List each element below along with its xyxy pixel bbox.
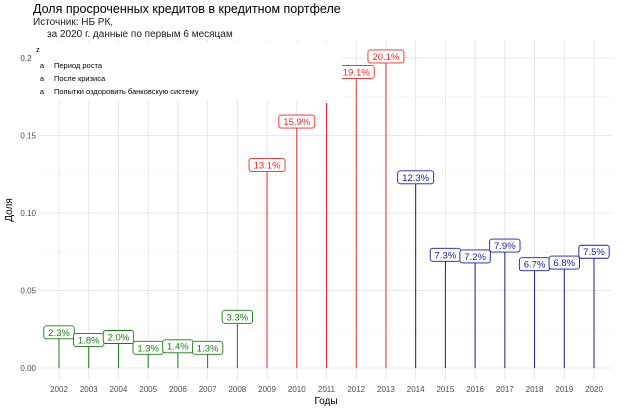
x-tick-label: 2012: [347, 385, 365, 394]
x-tick-label: 2019: [555, 385, 573, 394]
data-label-box: [278, 114, 316, 129]
data-label: 1.8%: [78, 336, 100, 347]
x-tick-label: 2017: [496, 385, 514, 394]
y-tick-label: 0.15: [20, 132, 36, 141]
chart-title: Доля просроченных кредитов в кредитном п…: [33, 2, 341, 16]
data-label-box: [248, 157, 286, 172]
data-label: 1.4%: [167, 342, 189, 353]
data-label-box: [191, 340, 224, 355]
x-axis-title: Годы: [314, 396, 337, 407]
data-label: 7.9%: [494, 241, 516, 252]
data-label: 2.3%: [48, 328, 70, 339]
legend-entry: Попытки оздоровить банковскую систему: [54, 87, 199, 96]
legend-key-symbol: a: [40, 74, 45, 83]
data-label: 7.5%: [583, 247, 605, 258]
data-label-box: [548, 255, 580, 270]
data-label: 3.3%: [227, 312, 249, 323]
x-tick-label: 2018: [526, 385, 544, 394]
x-tick-label: 2004: [110, 385, 128, 394]
x-tick-label: 2007: [199, 385, 217, 394]
data-label: 6.8%: [553, 258, 575, 269]
data-label: 12.3%: [402, 173, 429, 184]
data-label: 7.2%: [464, 252, 486, 263]
subtitle-line-1: Источник: НБ РК,: [33, 17, 114, 28]
x-tick-label: 2009: [258, 385, 276, 394]
data-label: 15.9%: [283, 117, 310, 128]
legend-title: z: [36, 45, 40, 54]
chart-subtitle: Источник: НБ РК, за 2020 г. данные по пе…: [33, 17, 233, 41]
legend-entry: Период роста: [54, 61, 103, 70]
x-tick-label: 2010: [288, 385, 306, 394]
x-tick-label: 2015: [436, 385, 454, 394]
y-tick-label: 0.00: [20, 364, 36, 373]
data-label: 7.3%: [435, 250, 457, 261]
data-label: 20.1%: [372, 52, 399, 63]
legend-entry: После кризиса: [54, 74, 106, 83]
x-tick-label: 2005: [139, 385, 157, 394]
x-tick-label: 2011: [318, 385, 336, 394]
x-tick-label: 2008: [228, 385, 246, 394]
data-label-box: [367, 49, 405, 64]
x-tick-label: 2002: [50, 385, 68, 394]
y-tick-label: 0.10: [20, 209, 36, 218]
data-label-box: [489, 238, 521, 253]
subtitle-line-2: за 2020 г. данные по первым 6 месяцам: [47, 29, 233, 40]
data-label: 2.0%: [108, 332, 130, 343]
legend-key-symbol: a: [40, 87, 45, 96]
data-label-box: [43, 325, 75, 340]
x-tick-label: 2006: [169, 385, 187, 394]
x-tick-label: 2016: [466, 385, 484, 394]
data-label-box: [102, 330, 135, 344]
data-label-box: [459, 249, 491, 264]
x-tick-label: 2003: [80, 385, 98, 394]
legend-background: [32, 42, 342, 100]
data-label: 6.7%: [524, 260, 546, 271]
x-tick-label: 2013: [377, 385, 395, 394]
x-tick-label: 2020: [585, 385, 603, 394]
data-label: 19.1%: [343, 67, 370, 78]
data-label-box: [221, 309, 253, 324]
y-tick-label: 0.05: [20, 287, 36, 296]
data-label-box: [578, 244, 610, 259]
data-label-box: [397, 170, 435, 185]
x-tick-label: 2014: [407, 385, 425, 394]
legend-key-symbol: a: [40, 61, 45, 70]
y-tick-label: 0.20: [20, 54, 36, 63]
y-axis-title: Доля: [4, 198, 15, 221]
data-label: 1.3%: [137, 343, 159, 354]
data-label: 1.3%: [197, 343, 219, 354]
data-label: 13.1%: [254, 160, 281, 171]
